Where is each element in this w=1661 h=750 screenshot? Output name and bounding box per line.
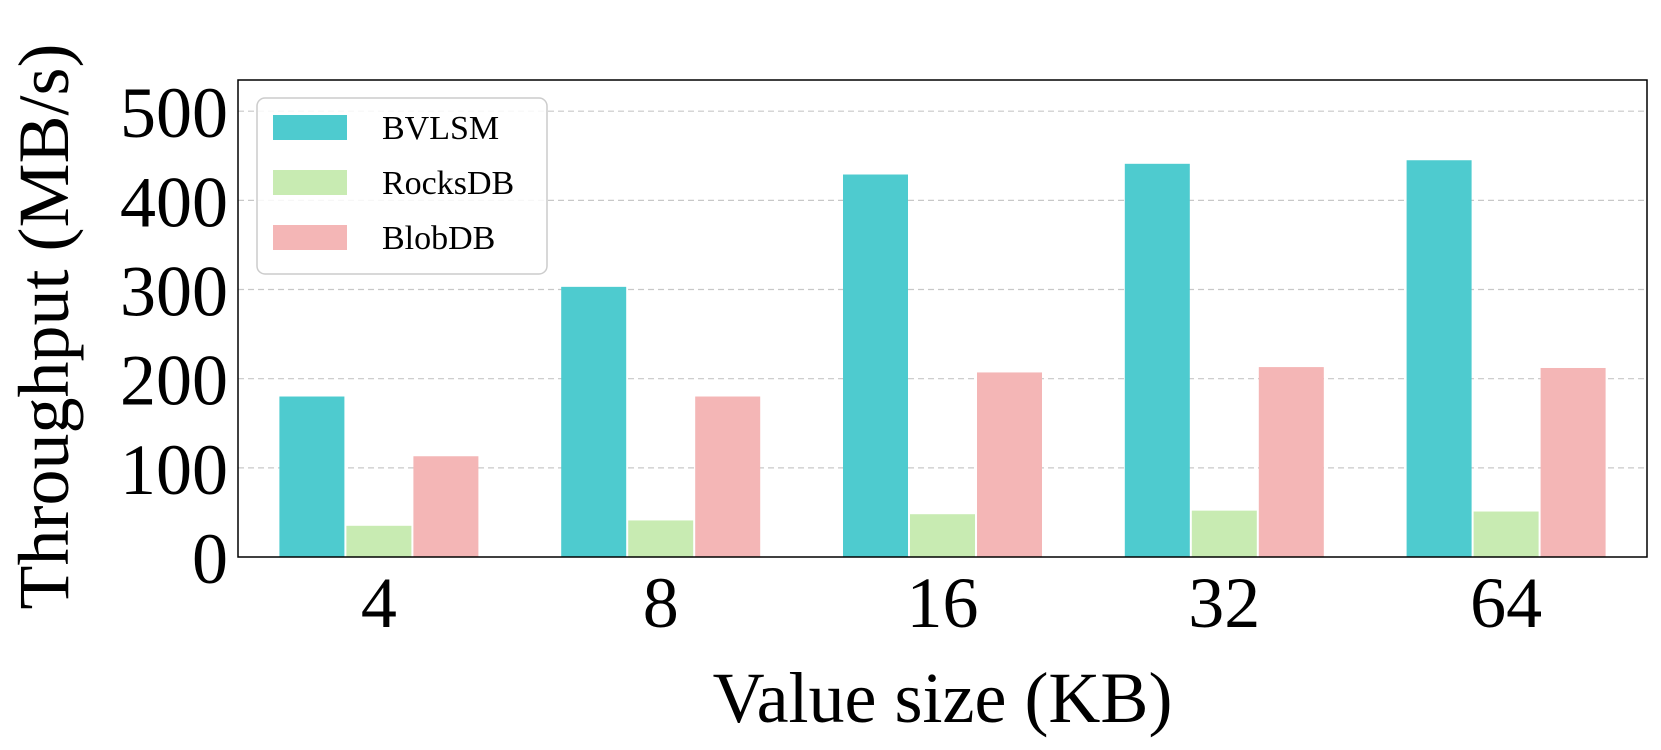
legend-swatch-blobdb <box>273 225 347 250</box>
bar-blobdb-8 <box>695 396 761 557</box>
bar-blobdb-4 <box>413 456 479 557</box>
y-axis-label: Throughput (MB/s) <box>4 44 84 610</box>
legend-label-bvlsm: BVLSM <box>382 110 499 147</box>
legend: BVLSM RocksDB BlobDB <box>256 97 548 275</box>
y-tick-label: 400 <box>120 162 228 242</box>
y-tick-label: 200 <box>120 341 228 421</box>
bar-rocksdb-4 <box>346 525 412 557</box>
bar-blobdb-64 <box>1540 367 1606 557</box>
bar-blobdb-16 <box>977 372 1042 557</box>
bars <box>279 160 1606 558</box>
legend-swatch-rocksdb <box>273 170 347 195</box>
x-tick-label: 4 <box>361 563 397 643</box>
legend-label-rocksdb: RocksDB <box>382 165 514 202</box>
plot-frame <box>237 79 1648 558</box>
x-axis-label: Value size (KB) <box>713 658 1173 738</box>
y-tick-label: 100 <box>120 430 228 510</box>
bar-bvlsm-16 <box>843 174 908 557</box>
legend-swatch-bvlsm <box>273 115 347 140</box>
bar-rocksdb-16 <box>910 514 975 557</box>
x-tick-label: 16 <box>907 563 979 643</box>
x-tick-label: 8 <box>643 563 679 643</box>
y-tick-label: 300 <box>120 252 228 332</box>
bar-bvlsm-64 <box>1406 160 1472 558</box>
bar-blobdb-32 <box>1258 367 1324 557</box>
bar-rocksdb-32 <box>1191 510 1257 557</box>
axis-ticks: 0 100 200 300 400 500 4 8 16 32 64 <box>120 73 1542 643</box>
y-tick-label: 0 <box>192 519 228 599</box>
bar-bvlsm-4 <box>279 396 345 557</box>
x-tick-label: 64 <box>1470 563 1542 643</box>
bar-rocksdb-64 <box>1473 511 1539 557</box>
x-tick-label: 32 <box>1188 563 1260 643</box>
bar-bvlsm-32 <box>1124 163 1190 558</box>
bar-rocksdb-8 <box>628 520 694 557</box>
y-tick-label: 500 <box>120 73 228 153</box>
bar-bvlsm-8 <box>561 286 627 557</box>
legend-label-blobdb: BlobDB <box>382 220 495 257</box>
